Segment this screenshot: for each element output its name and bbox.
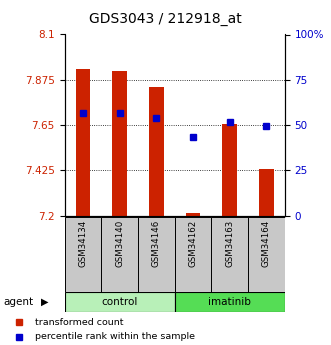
Bar — [248, 217, 285, 292]
Text: imatinib: imatinib — [208, 297, 251, 307]
Bar — [65, 292, 174, 312]
Text: GSM34134: GSM34134 — [78, 219, 87, 267]
Text: transformed count: transformed count — [35, 318, 123, 327]
Text: agent: agent — [3, 297, 33, 307]
Text: GDS3043 / 212918_at: GDS3043 / 212918_at — [89, 12, 242, 26]
Bar — [65, 217, 101, 292]
Text: percentile rank within the sample: percentile rank within the sample — [35, 332, 195, 341]
Text: GSM34163: GSM34163 — [225, 219, 234, 267]
Bar — [174, 217, 211, 292]
Bar — [112, 71, 127, 216]
Text: ▶: ▶ — [41, 297, 48, 307]
Bar — [149, 87, 164, 216]
Text: GSM34162: GSM34162 — [188, 219, 198, 267]
Bar — [211, 217, 248, 292]
Bar — [186, 213, 200, 216]
Bar — [75, 69, 90, 216]
Bar — [222, 124, 237, 216]
Bar — [101, 217, 138, 292]
Text: GSM34140: GSM34140 — [115, 219, 124, 267]
Bar — [259, 169, 274, 216]
Text: GSM34146: GSM34146 — [152, 219, 161, 267]
Text: control: control — [101, 297, 138, 307]
Text: GSM34164: GSM34164 — [262, 219, 271, 267]
Bar — [138, 217, 174, 292]
Bar — [174, 292, 285, 312]
